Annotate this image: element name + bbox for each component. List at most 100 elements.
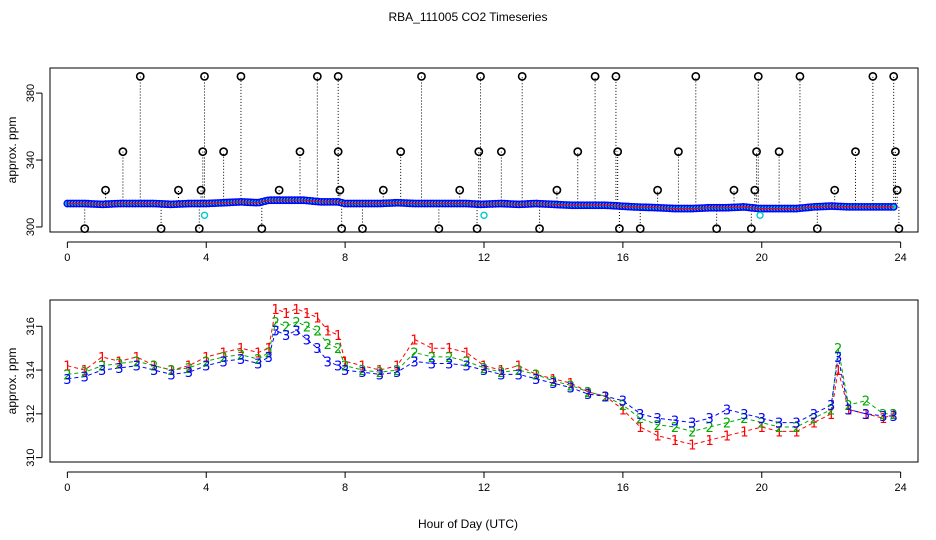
series-1-point: 1 — [497, 364, 505, 379]
series-1-point: 1 — [150, 360, 158, 375]
bottom-y-axis: 310 312 314 316 — [25, 317, 43, 467]
series-3-point: 3 — [584, 388, 592, 403]
series-2-point: 2 — [879, 408, 887, 423]
series-3-point: 3 — [63, 373, 71, 388]
series-3-point: 3 — [410, 355, 418, 370]
series-1-point: 1 — [532, 368, 540, 383]
series-3-point: 3 — [497, 368, 505, 383]
top-y-tick-label: 380 — [25, 84, 37, 102]
series-3-point: 3 — [515, 368, 523, 383]
top-y-tick-label: 300 — [25, 218, 37, 236]
series-3-point: 3 — [792, 417, 800, 432]
series-3-line — [67, 329, 894, 424]
outlier-point — [535, 224, 544, 234]
series-1-point: 1 — [341, 355, 349, 370]
series-3-point: 3 — [81, 371, 89, 386]
series-3-point: 3 — [758, 412, 766, 427]
series-2-point: 2 — [584, 386, 592, 401]
series-2-point: 2 — [834, 342, 842, 357]
series-3-point: 3 — [428, 357, 436, 372]
series-1-point: 1 — [844, 403, 852, 418]
series-1-point: 1 — [792, 425, 800, 440]
series-1-point: 1 — [758, 421, 766, 436]
series-2-point: 2 — [532, 368, 540, 383]
outlier-point — [889, 71, 899, 81]
outlier-point — [729, 185, 739, 195]
series-1-point: 1 — [324, 325, 332, 340]
series-1-point: 1 — [202, 351, 210, 366]
series-1-point: 1 — [63, 360, 71, 375]
series-1-point: 1 — [393, 360, 401, 375]
outlier-point — [611, 71, 621, 81]
series-2-point: 2 — [237, 349, 245, 364]
outlier-point — [774, 147, 784, 157]
series-2-point: 2 — [313, 325, 321, 340]
series-3-point: 3 — [740, 408, 748, 423]
series-2-point: 2 — [167, 364, 175, 379]
series-2-point: 2 — [265, 347, 273, 362]
series-1-point: 1 — [567, 377, 575, 392]
outlier-point — [434, 224, 444, 234]
outlier-point — [174, 185, 183, 195]
top-panel: approx. ppm 0 4 8 12 16 20 24 300 340 380 — [5, 67, 919, 264]
series-2-point: 2 — [202, 355, 210, 370]
series-3-point: 3 — [376, 368, 384, 383]
outlier-point — [674, 147, 683, 157]
bottom-y-tick-label: 312 — [25, 405, 37, 423]
series-1-point: 1 — [619, 403, 627, 418]
series-2-point: 2 — [723, 417, 731, 432]
outlier-point — [812, 224, 822, 234]
series-2-point: 2 — [619, 399, 627, 414]
outlier-point — [635, 224, 645, 234]
series-3-point: 3 — [358, 366, 366, 381]
series-2-point: 2 — [515, 364, 523, 379]
series-1-point: 1 — [219, 347, 227, 362]
series-1-point: 1 — [303, 307, 311, 322]
series-3-point: 3 — [636, 408, 644, 423]
outlier-point — [752, 147, 761, 157]
series-1-point: 1 — [292, 303, 300, 318]
series-3-point: 3 — [601, 390, 609, 405]
outlier-point — [691, 71, 701, 81]
outlier-point — [894, 224, 904, 234]
series-2-point: 2 — [376, 366, 384, 381]
outlier-point — [712, 224, 722, 234]
top-y-tick-label: 340 — [25, 151, 37, 169]
low-point — [756, 211, 764, 219]
bottom-y-axis-label: approx. ppm — [5, 348, 19, 415]
series-3-point: 3 — [706, 412, 714, 427]
outlier-point — [335, 185, 345, 195]
x-axis-label: Hour of Day (UTC) — [418, 517, 518, 531]
outlier-point — [101, 185, 110, 195]
series-2-point: 2 — [133, 355, 141, 370]
top-x-tick-label: 0 — [64, 252, 70, 264]
top-x-tick-label: 8 — [342, 252, 348, 264]
top-x-tick-label: 20 — [756, 252, 768, 264]
outlier-point — [517, 71, 527, 81]
series-3-point: 3 — [827, 399, 835, 414]
outlier-point — [194, 224, 204, 234]
outlier-point — [455, 185, 465, 195]
bottom-x-tick-label: 24 — [895, 482, 907, 494]
series-2-point: 2 — [303, 320, 311, 335]
series-2-point: 2 — [775, 421, 783, 436]
bottom-y-tick-label: 310 — [25, 448, 37, 466]
outlier-point — [891, 147, 900, 157]
outlier-point — [236, 71, 246, 81]
series-3-point: 3 — [567, 382, 575, 397]
series-2-point: 2 — [63, 368, 71, 383]
series-2-point: 2 — [636, 412, 644, 427]
series-3-point: 3 — [133, 360, 141, 375]
series-1-point: 1 — [167, 364, 175, 379]
series-3-point: 3 — [393, 366, 401, 381]
series-2-point: 2 — [115, 357, 123, 372]
top-x-tick-label: 24 — [895, 252, 907, 264]
outlier-point — [333, 71, 343, 81]
outlier-point — [830, 185, 840, 195]
series-1-point: 1 — [740, 425, 748, 440]
series-3-point: 3 — [619, 395, 627, 410]
series-1-point: 1 — [462, 347, 470, 362]
series-2-point: 2 — [601, 390, 609, 405]
series-1-point: 1 — [81, 364, 89, 379]
